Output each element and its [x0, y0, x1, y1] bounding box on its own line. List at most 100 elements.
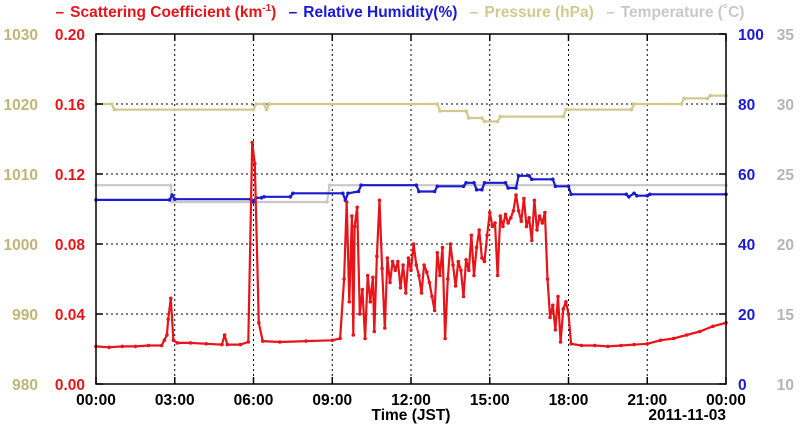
data-point: [495, 119, 500, 124]
data-point: [440, 245, 445, 250]
data-point: [422, 263, 426, 267]
data-point: [564, 107, 568, 112]
grid: [96, 34, 726, 384]
temperature-tick-label: 30: [777, 97, 794, 114]
data-point: [532, 198, 537, 203]
data-point: [171, 338, 176, 343]
data-point: [503, 212, 508, 217]
data-point: [170, 193, 174, 197]
data-point: [548, 315, 552, 320]
data-point: [360, 287, 365, 292]
legend-dash: –: [606, 4, 615, 22]
legend-dash: –: [469, 4, 479, 22]
data-point: [417, 189, 421, 194]
data-point: [262, 102, 266, 106]
data-point: [419, 291, 424, 295]
data-point: [619, 343, 623, 348]
data-point: [551, 303, 555, 308]
legend-label: Relative Humidity(%): [303, 4, 458, 22]
data-point: [246, 340, 251, 344]
data-point: [480, 116, 484, 120]
data-point: [679, 102, 684, 106]
data-point: [553, 184, 558, 189]
data-point: [222, 333, 227, 337]
scattering-tick-label: 0.08: [55, 237, 86, 254]
data-point: [522, 196, 526, 201]
data-point: [467, 268, 471, 273]
data-point: [251, 107, 256, 112]
data-point: [417, 273, 421, 278]
scattering-tick-label: 0.12: [55, 167, 85, 184]
data-point: [684, 333, 689, 337]
data-point: [204, 342, 209, 346]
pressure-tick-label: 1010: [4, 167, 38, 184]
data-point: [377, 198, 382, 203]
data-point: [480, 187, 484, 192]
data-point: [472, 181, 476, 185]
data-point: [396, 259, 400, 264]
data-point: [459, 268, 463, 273]
data-point: [225, 342, 230, 347]
scattering-tick-label: 0.00: [55, 377, 85, 394]
humidity-tick-label: 100: [738, 27, 764, 44]
data-point: [495, 273, 500, 278]
x-tick-label: 12:00: [391, 392, 431, 409]
data-point: [464, 181, 468, 185]
data-point: [438, 109, 442, 113]
data-point: [543, 210, 547, 215]
data-point: [169, 296, 173, 301]
data-point: [467, 116, 471, 120]
data-point: [464, 258, 468, 262]
data-point: [383, 326, 387, 330]
data-point: [558, 340, 563, 344]
data-point: [365, 273, 370, 278]
data-point: [146, 343, 151, 348]
data-point: [344, 200, 349, 204]
data-point: [569, 192, 573, 197]
data-point: [257, 321, 261, 325]
data-point: [535, 228, 539, 232]
pressure-tick-label: 1030: [4, 27, 38, 44]
data-point: [482, 181, 487, 185]
data-point: [165, 333, 169, 337]
data-point: [635, 193, 639, 198]
data-point: [409, 268, 413, 273]
x-tick-label: 00:00: [76, 392, 116, 409]
data-point: [469, 233, 474, 238]
data-point: [414, 183, 419, 187]
data-point: [561, 307, 566, 311]
data-point: [170, 200, 174, 204]
data-point: [606, 344, 610, 349]
data-point: [341, 191, 345, 196]
axis-labels: Time (JST) 2011-11-03: [372, 407, 727, 424]
data-point: [401, 263, 405, 267]
data-point: [461, 184, 466, 189]
data-point: [432, 189, 437, 194]
data-point: [456, 259, 461, 264]
data-point: [220, 342, 224, 347]
data-point: [304, 339, 308, 343]
data-point: [629, 107, 634, 112]
data-point: [569, 342, 573, 346]
data-point: [110, 102, 114, 106]
data-point: [404, 291, 408, 295]
pressure-tick-label: 1000: [4, 237, 38, 254]
data-point: [288, 195, 293, 199]
ticks: 00:00 03:00 06:00 09:00 12:00 15:00 18:00 21:00…: [4, 27, 795, 409]
data-point: [390, 259, 395, 264]
data-point: [509, 216, 513, 220]
data-point: [351, 333, 356, 337]
data-point: [385, 256, 390, 260]
data-point: [120, 344, 125, 349]
data-point: [347, 300, 352, 304]
data-point: [566, 184, 571, 189]
temperature-tick-label: 10: [777, 377, 794, 394]
data-point: [545, 277, 550, 281]
data-point: [561, 114, 566, 119]
data-point: [166, 317, 170, 322]
legend-dash: –: [288, 4, 298, 22]
humidity-tick-label: 0: [738, 377, 747, 394]
scattering-tick-label: 0.04: [55, 307, 86, 324]
data-point: [671, 336, 676, 341]
x-axis-label: Time (JST): [372, 407, 451, 424]
